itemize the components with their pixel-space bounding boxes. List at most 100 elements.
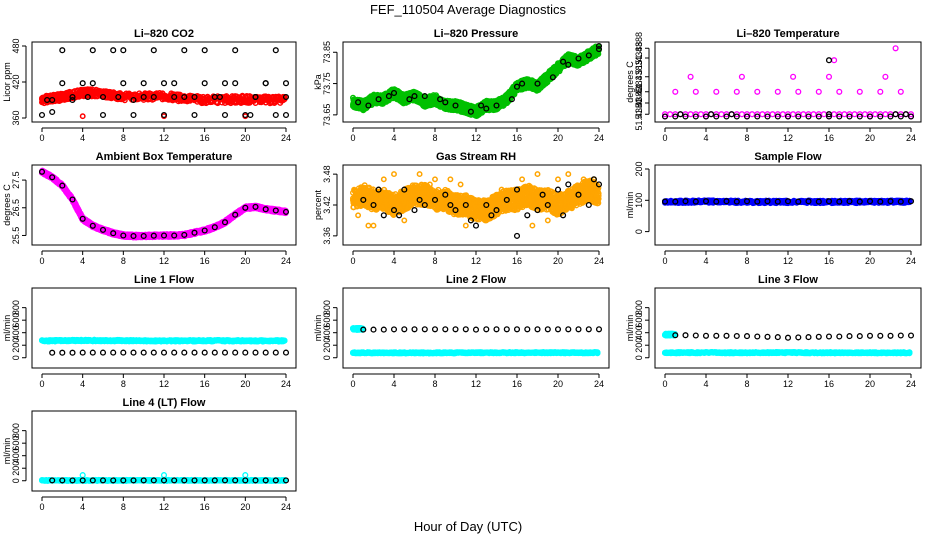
data-point	[892, 111, 899, 118]
x-tick-label: 20	[865, 133, 875, 143]
data-point	[697, 111, 704, 118]
data-point	[687, 111, 694, 118]
x-tick-label: 24	[281, 133, 291, 143]
x-tick-label: 12	[159, 133, 169, 143]
data-point	[856, 88, 863, 95]
data-point	[140, 93, 147, 101]
x-axis: 0 4 8 12 16 20 24	[39, 127, 291, 143]
data-point	[282, 111, 290, 119]
data-point	[713, 88, 720, 95]
data-point	[810, 111, 817, 118]
x-tick-label: 4	[80, 133, 85, 143]
data-point	[815, 88, 822, 95]
data-point	[769, 111, 776, 118]
data-point	[872, 111, 879, 118]
data-point	[99, 93, 107, 101]
x-tick-label: 0	[39, 133, 44, 143]
data-point	[851, 111, 858, 118]
data-point	[820, 111, 827, 118]
data-point	[110, 47, 117, 54]
data-point	[677, 111, 684, 118]
data-point	[282, 80, 290, 87]
y-tick-label: 360	[11, 110, 21, 125]
data-point	[754, 88, 761, 95]
data-point	[738, 111, 745, 118]
x-tick-label: 0	[662, 133, 667, 143]
y-tick-label: 73.65	[322, 104, 332, 127]
data-point	[221, 80, 229, 87]
data-point	[120, 47, 127, 54]
data-point	[902, 111, 909, 118]
data-point	[232, 80, 239, 87]
data-point	[69, 96, 76, 104]
panel-title: Ambient Box Temperature	[96, 151, 233, 163]
data-point	[59, 47, 66, 54]
x-tick-label: 4	[391, 133, 396, 143]
plot-frame	[654, 41, 922, 123]
series-1	[39, 86, 288, 107]
data-point	[59, 80, 66, 87]
x-tick-label: 20	[553, 133, 563, 143]
data-point	[201, 80, 208, 87]
data-point	[728, 111, 735, 118]
data-point	[181, 47, 188, 54]
data-point	[201, 47, 208, 54]
x-tick-label: 20	[240, 133, 250, 143]
data-point	[171, 93, 178, 101]
series-1	[39, 167, 289, 241]
data-point	[191, 111, 198, 119]
series-1	[661, 45, 915, 120]
data-point	[795, 88, 802, 95]
data-point	[836, 88, 843, 95]
data-point	[861, 111, 868, 118]
data-point	[232, 47, 239, 54]
data-point	[759, 111, 766, 118]
y-axis-label: Licor ppm	[2, 62, 12, 102]
data-point	[150, 47, 157, 54]
data-point	[272, 111, 279, 119]
data-point	[779, 111, 786, 118]
data-point	[897, 88, 904, 95]
data-point	[79, 80, 86, 87]
x-tick-label: 16	[200, 133, 210, 143]
series-3	[38, 47, 290, 119]
x-tick-label: 8	[432, 133, 437, 143]
data-point	[882, 73, 889, 80]
plot-frame	[31, 41, 297, 123]
data-point	[892, 45, 899, 52]
data-point	[790, 73, 797, 80]
data-point	[221, 111, 229, 119]
x-axis: 0 4 8 12 16 20 24	[350, 127, 604, 143]
data-point	[262, 80, 269, 87]
x-tick-label: 16	[824, 133, 834, 143]
x-axis: 0 4 8 12 16 20 24	[662, 127, 916, 143]
panel-title: Li–820 Temperature	[736, 28, 839, 40]
x-tick-label: 8	[121, 133, 126, 143]
x-tick-label: 24	[906, 133, 916, 143]
data-point	[790, 111, 797, 118]
data-point	[89, 80, 96, 87]
data-point	[49, 108, 56, 116]
y-axis-label: degrees C	[625, 61, 635, 103]
data-point	[774, 88, 781, 95]
x-tick-label: 16	[512, 133, 522, 143]
y-axis: 51.438051.438051.438351.438351.438851.43…	[625, 32, 650, 131]
x-tick-label: 12	[783, 133, 793, 143]
data-point	[841, 111, 848, 118]
data-point	[672, 88, 679, 95]
panel-title: Li–820 Pressure	[434, 28, 518, 40]
data-point	[831, 57, 838, 64]
x-tick-label: 0	[350, 133, 355, 143]
data-point	[130, 96, 137, 104]
data-point	[825, 73, 833, 80]
data-point	[718, 111, 725, 118]
data-point	[171, 80, 178, 87]
data-point	[247, 111, 254, 119]
